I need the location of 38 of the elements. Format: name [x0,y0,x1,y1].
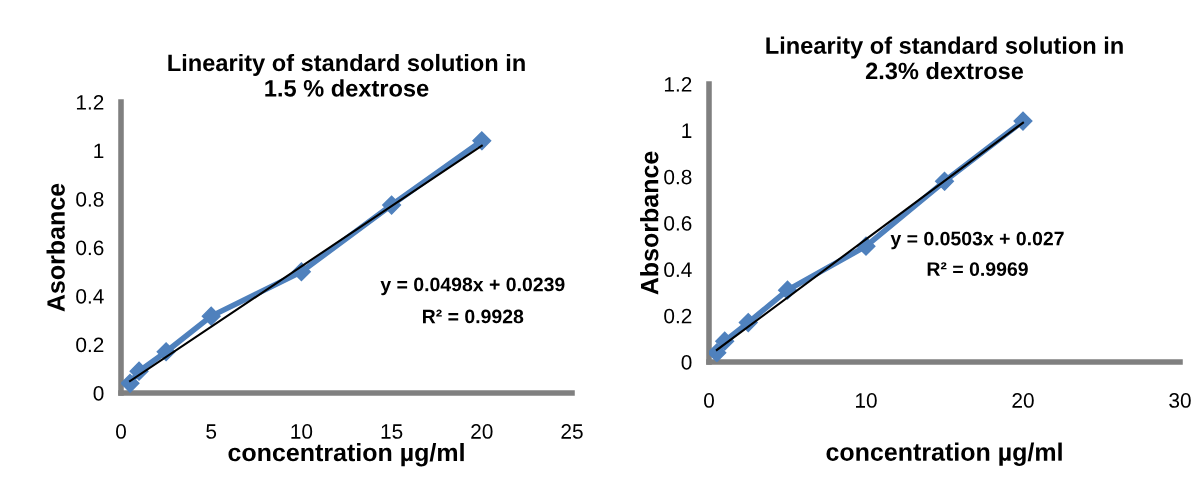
x-tick-label: 10 [291,424,313,439]
annotation: R² = 0.9928 [423,309,524,324]
x-tick-label: 0 [704,393,714,408]
x-tick-label: 15 [381,424,403,439]
point [709,343,727,362]
y-axis-title: Absorbance [640,151,659,295]
point [201,306,221,326]
annotation: R² = 0.9969 [927,262,1028,277]
chart-title: Linearity of standard solution in 1.5 % dextrose [168,53,525,97]
y-tick-label: 0.6 [76,240,104,256]
y-tick-label: 0.2 [664,308,692,324]
y-tick-label: 1 [682,123,692,138]
y-tick-label: 0.6 [664,216,692,231]
x-tick-label: 0 [116,424,126,439]
y-tick-label: 0.2 [76,337,104,353]
x-tick-label: 25 [561,424,583,439]
x-tick-label: 20 [471,424,493,439]
annotation: y = 0.0498x + 0.0239 [380,277,565,296]
point [777,280,798,300]
y-tick-label: 0.4 [76,289,104,304]
y-tick-label: 1.2 [76,95,104,110]
point [121,373,140,393]
x-axis-title: concentration µg/ml [228,442,464,467]
y-axis-title: Asorbance [46,183,65,312]
y-tick-label: 0.4 [664,262,692,278]
y-tick-label: 0 [681,355,692,370]
y-tick-label: 1 [94,143,104,159]
chart-title: Linearity of standard solution in 2.3% dextrose [766,36,1123,80]
y-tick-label: 1.2 [664,77,692,92]
y-tick-label: 0.8 [76,192,104,207]
point [472,131,492,151]
x-axis-title: concentration µg/ml [826,442,1062,466]
x-tick-label: 20 [1012,393,1034,408]
x-tick-label: 10 [856,393,877,408]
x-tick-label: 30 [1169,393,1191,408]
y-tick-label: 0.8 [664,169,692,185]
annotation: y = 0.0503x + 0.027 [890,231,1064,250]
x-tick-label: 5 [206,424,217,439]
